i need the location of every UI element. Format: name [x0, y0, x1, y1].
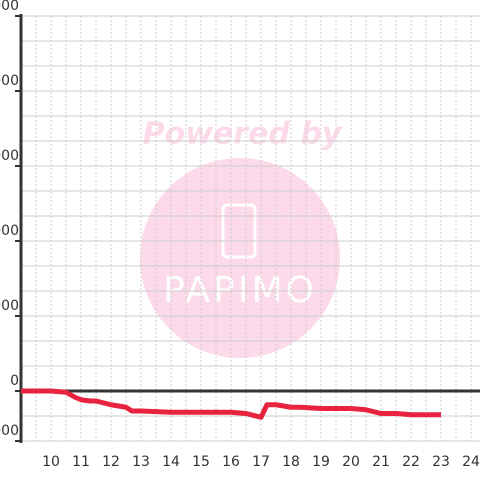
x-tick-label: 18 [282, 454, 300, 470]
data-line [21, 388, 441, 420]
y-tick-label: 60,000 [0, 223, 19, 239]
y-tick-label: 90,000 [0, 148, 19, 164]
x-tick-label: 19 [312, 454, 330, 470]
x-tick-label: 21 [372, 454, 390, 470]
y-tick-label: 150,000 [0, 0, 19, 14]
y-tick-label: 120,000 [0, 73, 19, 89]
x-tick-label: 13 [132, 454, 150, 470]
watermark: Powered by PAPIMO [140, 117, 343, 358]
x-tick-label: 24 [462, 454, 480, 470]
x-tick-label: 22 [402, 454, 420, 470]
plot: -20,000 0 30,000 60,000 90,000 120,000 150,000… [0, 0, 480, 470]
y-tick-label: 0 [10, 373, 19, 389]
x-tick-label: 17 [252, 454, 270, 470]
y-tick-label: -20,000 [0, 423, 19, 439]
x-tick-label: 10 [42, 454, 60, 470]
watermark-text: Powered by [143, 117, 343, 152]
x-tick-label: 16 [222, 454, 240, 470]
y-tick-label: 30,000 [0, 298, 19, 314]
watermark-icon [221, 203, 257, 259]
x-tick-label: 14 [162, 454, 180, 470]
x-tick-label: 15 [192, 454, 210, 470]
x-tick-label: 23 [432, 454, 450, 470]
x-tick-label: 12 [102, 454, 120, 470]
x-tick-label: 20 [342, 454, 360, 470]
x-tick-label: 11 [72, 454, 90, 470]
